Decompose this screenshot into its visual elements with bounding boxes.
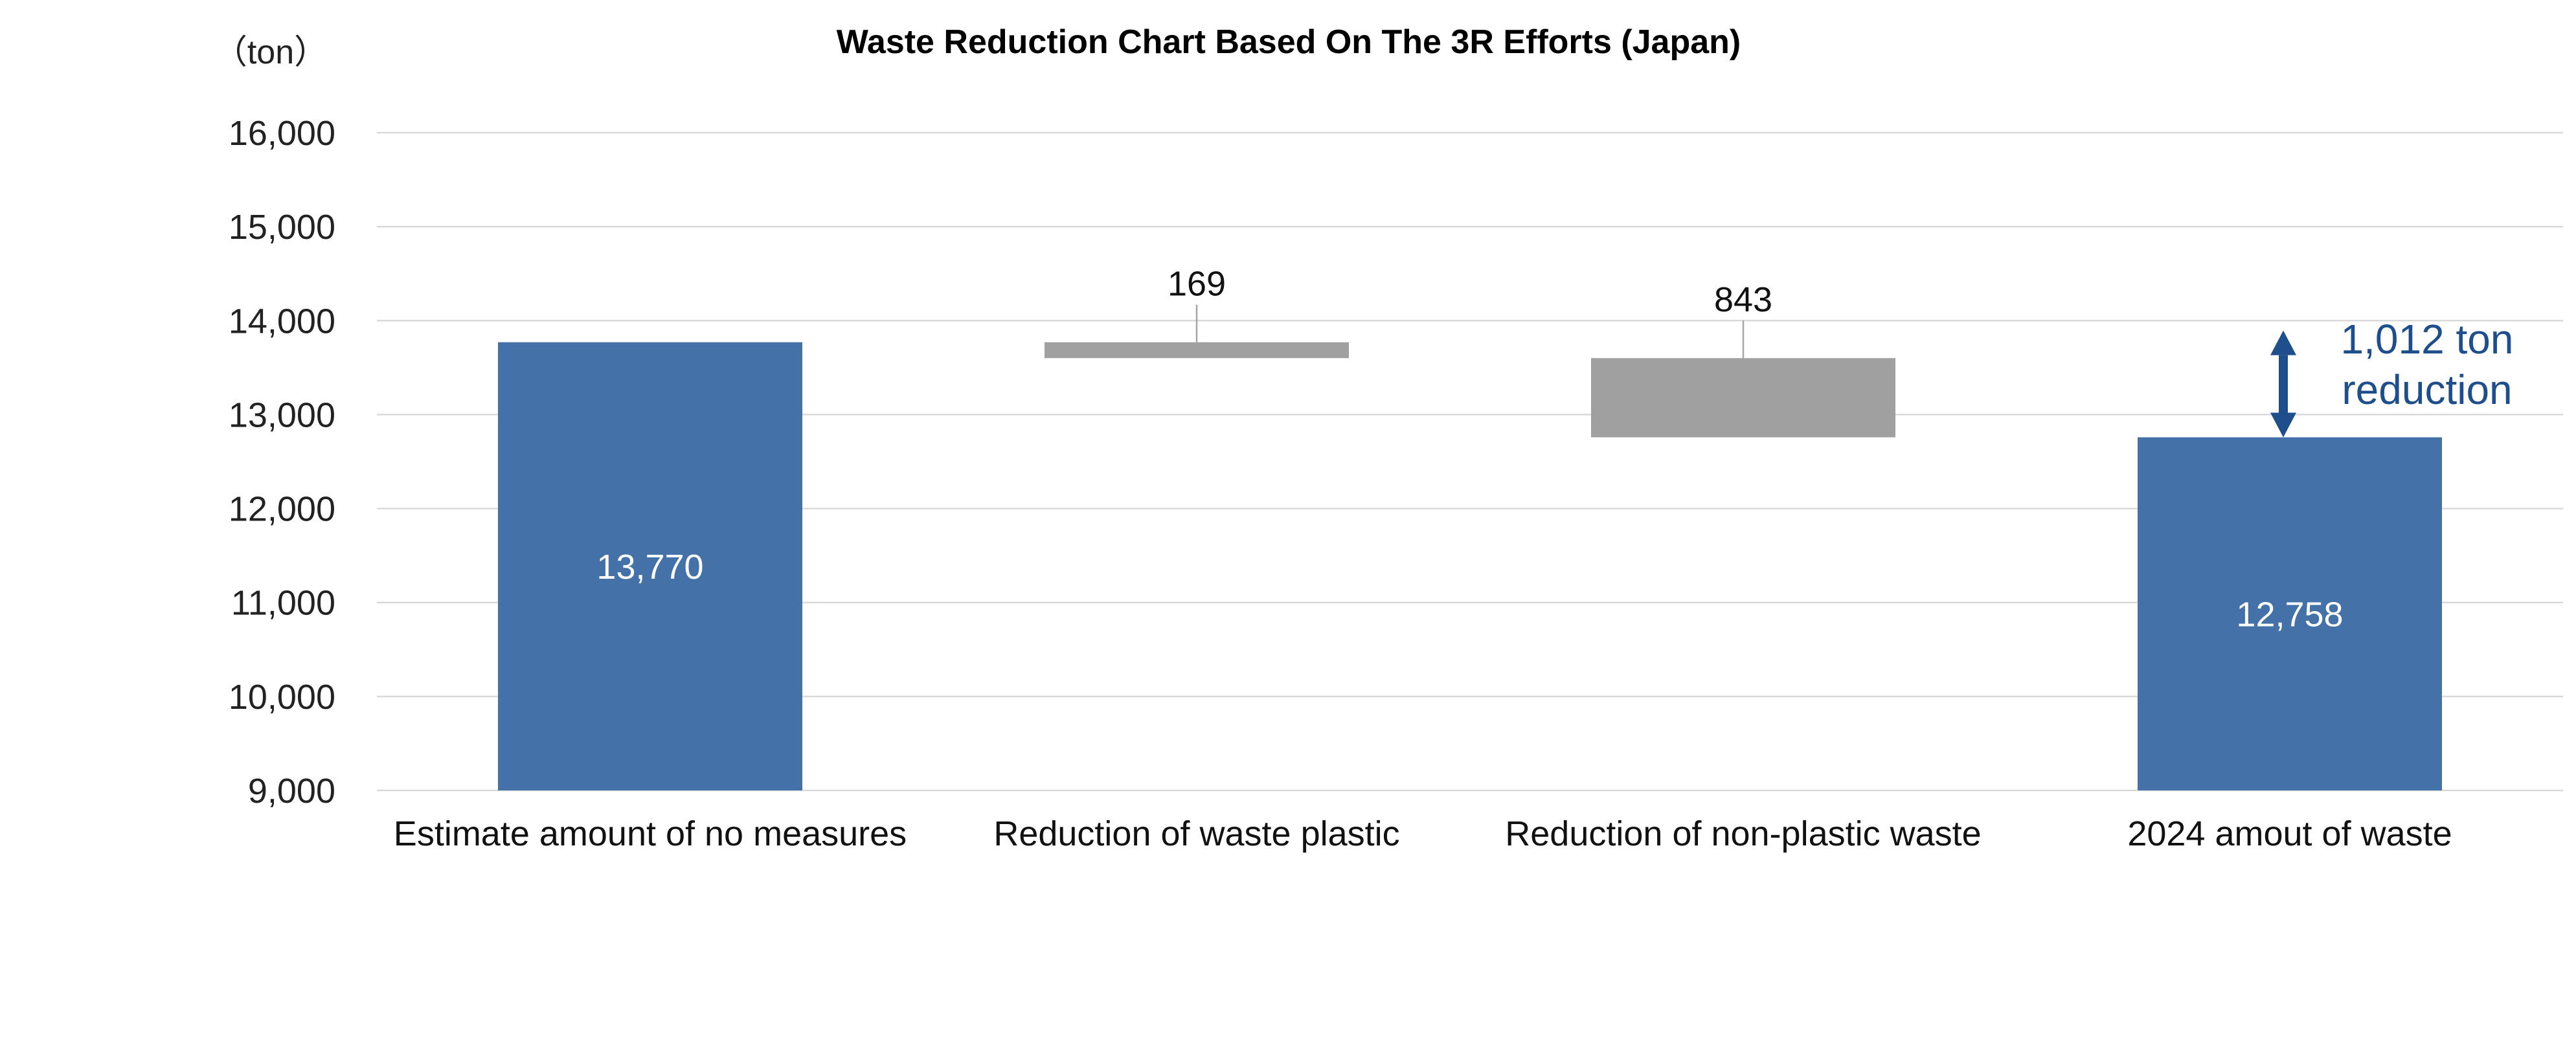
y-tick-label: 10,000 [229,678,335,717]
y-tick-label: 13,000 [229,396,335,434]
reduction-annotation-text: reduction [2342,366,2512,413]
bars [498,342,2442,790]
y-tick-label: 15,000 [229,208,335,247]
y-tick-label: 12,000 [229,490,335,529]
total-bar [498,342,802,790]
reduction-arrow-head-up [2270,330,2296,355]
y-tick-label: 11,000 [231,584,335,623]
decrease-bar [1045,342,1349,359]
data-label: 843 [1714,280,1772,319]
y-tick-label: 16,000 [229,114,335,153]
data-label: 169 [1168,265,1226,304]
data-label: 12,758 [2236,595,2343,634]
labels: 9,000 10,000 11,000 12,000 13,000 14,000 15,00… [229,114,2514,853]
y-tick-label: 14,000 [229,302,335,341]
data-label: 13,770 [596,548,703,586]
reduction-arrow-head-down [2270,412,2296,438]
x-category-label: Reduction of non-plastic waste [1505,814,1981,853]
decrease-bar [1591,358,1895,438]
y-unit-label: （ton） [214,34,328,71]
x-category-label: Reduction of waste plastic [993,814,1399,853]
chart-title: Waste Reduction Chart Based On The 3R Ef… [837,23,1741,61]
total-bar [2138,437,2442,790]
x-category-label: 2024 amout of waste [2127,814,2452,853]
y-tick-label: 9,000 [248,772,335,810]
reduction-annotation-text: 1,012 ton [2341,316,2514,363]
x-category-label: Estimate amount of no measures [394,814,907,853]
